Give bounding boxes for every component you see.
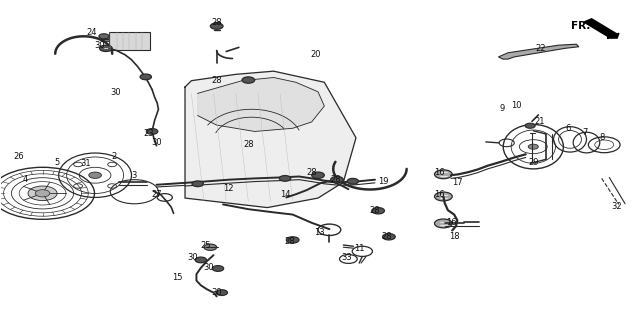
Polygon shape (198, 77, 324, 132)
Text: 28: 28 (243, 140, 254, 148)
Text: 28: 28 (284, 237, 295, 246)
Text: 16: 16 (434, 168, 445, 177)
Text: 28: 28 (331, 174, 341, 184)
Text: 5: 5 (55, 158, 60, 167)
Text: 17: 17 (452, 178, 462, 187)
Circle shape (99, 34, 109, 39)
Text: 14: 14 (280, 190, 290, 199)
Circle shape (331, 177, 343, 183)
Text: 12: 12 (223, 184, 233, 193)
Circle shape (192, 181, 204, 187)
Text: 7: 7 (583, 128, 588, 137)
Text: 28: 28 (211, 76, 222, 84)
Text: 28: 28 (307, 168, 317, 177)
Text: 30: 30 (188, 253, 198, 262)
Circle shape (195, 257, 207, 263)
Circle shape (216, 290, 228, 295)
Text: 30: 30 (110, 88, 121, 97)
Text: 11: 11 (354, 244, 364, 253)
Circle shape (242, 77, 254, 83)
Text: 2: 2 (111, 152, 117, 161)
Text: 19: 19 (378, 177, 389, 186)
Text: 6: 6 (565, 124, 571, 133)
Text: 32: 32 (612, 203, 622, 212)
Text: 31: 31 (80, 159, 91, 168)
Text: 25: 25 (200, 241, 211, 250)
Text: 13: 13 (315, 228, 325, 237)
Text: 30: 30 (94, 41, 105, 50)
Text: 10: 10 (511, 101, 522, 110)
Text: 9: 9 (499, 104, 504, 113)
Circle shape (347, 178, 359, 184)
Polygon shape (185, 71, 356, 208)
Text: 21: 21 (534, 117, 545, 126)
Circle shape (204, 244, 217, 251)
Text: 28: 28 (211, 18, 222, 27)
Text: 28: 28 (370, 206, 380, 215)
Text: 3: 3 (132, 171, 137, 180)
Text: 20: 20 (311, 50, 321, 59)
Circle shape (100, 45, 112, 52)
Polygon shape (499, 44, 579, 59)
Circle shape (434, 219, 452, 228)
Circle shape (434, 192, 452, 201)
Text: 18: 18 (449, 232, 459, 241)
Circle shape (525, 123, 536, 128)
Circle shape (89, 172, 101, 178)
Text: 30: 30 (204, 263, 214, 272)
Text: 4: 4 (23, 174, 28, 184)
Circle shape (372, 208, 385, 214)
Circle shape (383, 234, 395, 240)
Text: 26: 26 (14, 152, 24, 161)
Text: FR.: FR. (571, 21, 591, 31)
Circle shape (529, 144, 538, 149)
Text: 23: 23 (143, 130, 154, 139)
Circle shape (35, 190, 50, 197)
Circle shape (279, 176, 291, 181)
Circle shape (286, 237, 299, 243)
Text: 8: 8 (599, 133, 604, 142)
Text: 30: 30 (211, 288, 222, 297)
Text: 15: 15 (172, 273, 183, 282)
FancyArrow shape (584, 19, 619, 38)
Circle shape (434, 170, 452, 179)
Text: 22: 22 (536, 44, 546, 53)
Text: 16: 16 (434, 190, 445, 199)
Circle shape (140, 74, 151, 80)
Circle shape (28, 186, 57, 201)
Circle shape (212, 266, 224, 271)
Text: 29: 29 (528, 158, 539, 167)
Circle shape (146, 129, 158, 134)
Bar (109, 32, 150, 50)
Text: 24: 24 (86, 28, 97, 37)
Bar (104, 36, 118, 41)
Text: 28: 28 (381, 232, 392, 241)
Text: 16: 16 (446, 218, 456, 227)
Text: 27: 27 (151, 190, 162, 199)
Circle shape (211, 23, 223, 29)
Text: 30: 30 (151, 138, 162, 147)
Text: 33: 33 (341, 253, 352, 262)
Circle shape (312, 172, 324, 178)
